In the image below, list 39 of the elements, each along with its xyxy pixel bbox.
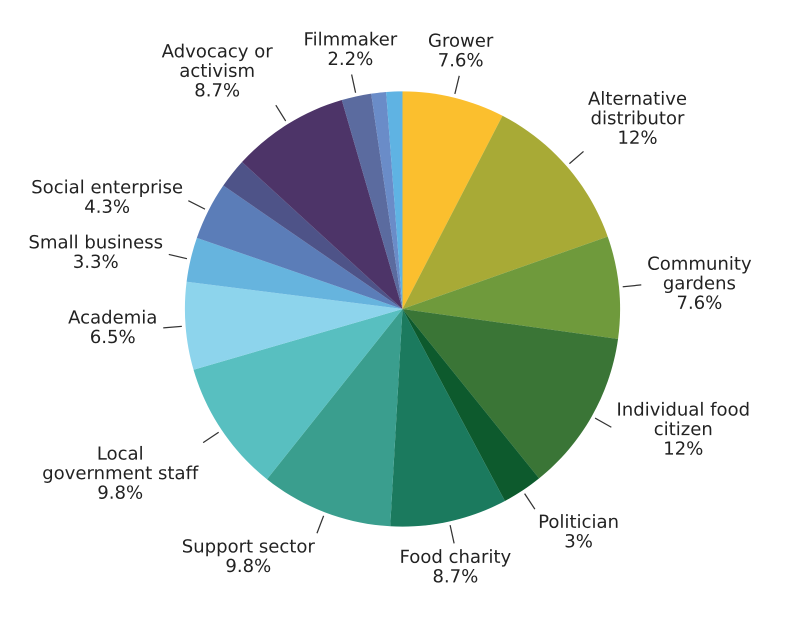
slice-label: Politician <box>540 514 618 528</box>
data-label: 9.8% <box>226 558 270 572</box>
pie-slice <box>196 186 402 309</box>
slice-label: Alternative distributor <box>588 91 686 125</box>
pie-slice <box>242 100 402 309</box>
data-label: 12% <box>619 130 657 144</box>
pie-slice <box>390 309 505 527</box>
data-label: 3.3% <box>74 254 118 268</box>
data-label: 7.6% <box>678 295 722 310</box>
slice-label: Grower <box>428 33 494 48</box>
slice-label: Local government staff <box>43 446 199 483</box>
data-label: 8.7% <box>434 568 478 583</box>
data-label: 3% <box>566 534 592 548</box>
slice-label: Advocacy or activism <box>162 44 273 78</box>
pie-slice <box>402 309 540 501</box>
slice-label: Filmmaker <box>305 32 398 46</box>
slice-label: Academia <box>68 310 156 324</box>
pie-slice <box>186 238 402 309</box>
slice-label: Support sector <box>182 539 315 556</box>
data-label: 9.8% <box>98 485 142 499</box>
slice-label: Individual food citizen <box>618 402 748 436</box>
slice-label: Small business <box>30 234 162 249</box>
pie-slice <box>371 92 402 309</box>
data-label: 7.6% <box>439 52 483 67</box>
data-label: 8.7% <box>195 82 240 97</box>
slice-label: Social enterprise <box>32 180 182 198</box>
data-label: 4.3% <box>85 199 130 214</box>
slice-label: Community gardens <box>648 256 752 294</box>
data-label: 2.2% <box>328 52 372 66</box>
pie-slice <box>184 282 402 370</box>
data-label: 12% <box>665 441 702 455</box>
pie-slice <box>342 94 402 309</box>
pie-slice <box>402 91 503 309</box>
pie-slice <box>266 309 402 526</box>
pie-slice <box>402 309 618 478</box>
pie-slice <box>402 236 620 339</box>
slice-label: Food charity <box>401 549 511 567</box>
pie-slice <box>223 162 402 309</box>
data-label: 6.5% <box>91 330 135 344</box>
